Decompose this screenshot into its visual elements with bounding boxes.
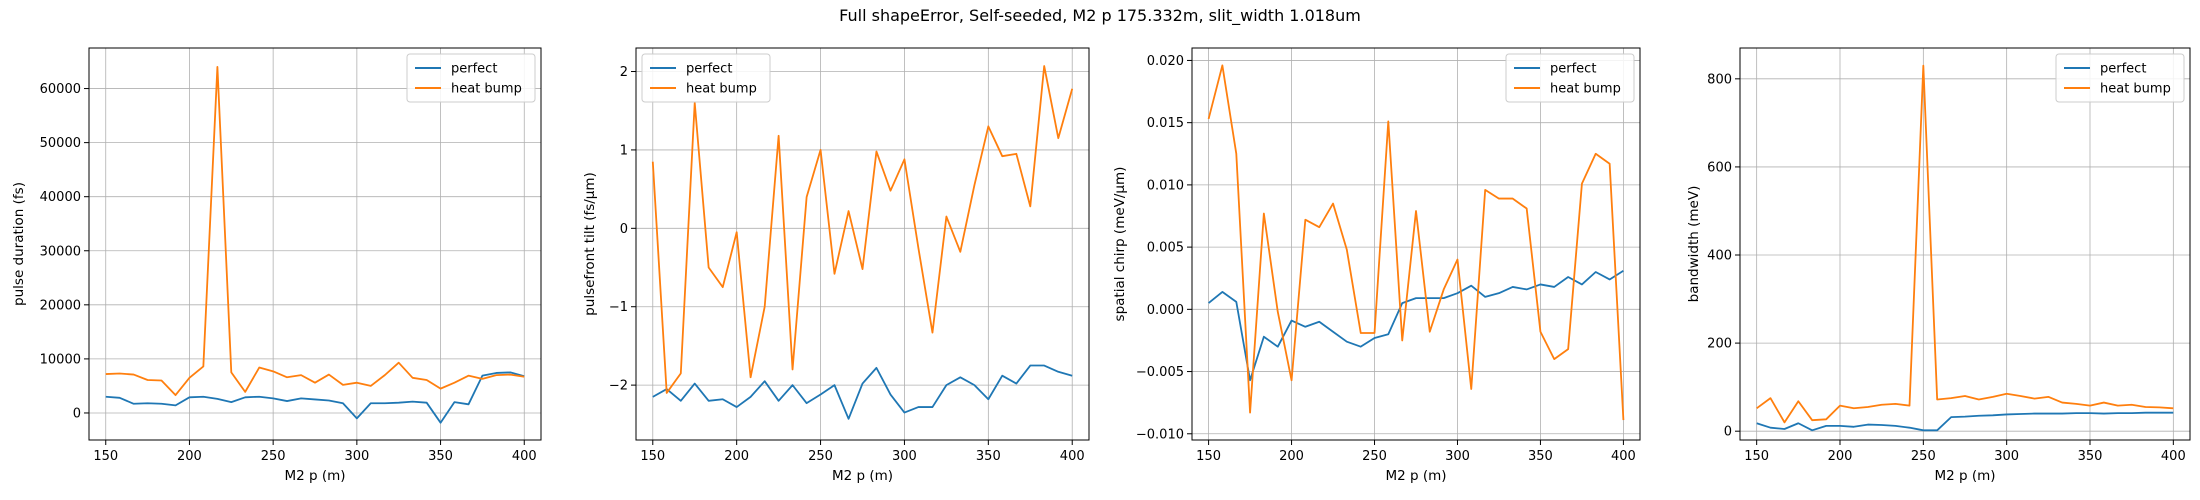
x-tick-label: 350: [2078, 449, 2103, 464]
chart-panel-1: 150 200 250 300 350 400 0 10000 20000 30000 40000 5…: [11, 47, 542, 484]
series-line-perfect: [1756, 411, 2174, 432]
x-tick-label: 250: [808, 449, 833, 464]
x-axis-label: M2 p (m): [1385, 468, 1446, 484]
x-tick-label: 250: [261, 449, 286, 464]
x-tick-label: 200: [177, 449, 202, 464]
y-tick-label: 0.020: [1147, 54, 1184, 69]
x-tick-label: 350: [1528, 449, 1553, 464]
chart-panel-3: 150 200 250 300 350 400 −0.010 −0.005 0.000 0.005…: [1112, 47, 1641, 484]
y-tick-label: 200: [1707, 337, 1732, 352]
legend-label: heat bump: [451, 82, 522, 97]
chart-panel-2: 150 200 250 300 350 400 −2 −1 0 1 2 M2 p (m) pulsefr…: [582, 47, 1090, 484]
x-tick-label: 400: [1060, 449, 1085, 464]
legend: perfect heat bump: [2055, 53, 2185, 103]
legend: perfect heat bump: [406, 53, 536, 103]
x-tick-label: 200: [1828, 449, 1853, 464]
y-tick-label: 0.015: [1147, 116, 1184, 131]
y-tick-label: 400: [1707, 249, 1732, 264]
x-tick-label: 400: [2161, 449, 2186, 464]
y-tick-label: 20000: [40, 298, 81, 313]
figure-title: Full shapeError, Self-seeded, M2 p 175.3…: [839, 6, 1361, 25]
x-tick-label: 250: [1362, 449, 1387, 464]
y-tick-label: 0.000: [1147, 303, 1184, 318]
y-tick-label: 0: [73, 406, 81, 421]
y-axis-label: pulse duration (fs): [11, 182, 27, 306]
y-tick-label: −0.005: [1136, 365, 1184, 380]
y-tick-label: 0: [1724, 425, 1732, 440]
legend-label: perfect: [1550, 62, 1596, 77]
legend-box: [1505, 53, 1635, 103]
x-tick-label: 150: [93, 449, 118, 464]
y-axis-label: pulsefront tilt (fs/μm): [582, 172, 598, 316]
series-line-heat-bump: [651, 65, 1074, 394]
x-axis-label: M2 p (m): [832, 468, 893, 484]
y-tick-label: 0.010: [1147, 178, 1184, 193]
y-tick-label: 0: [620, 222, 628, 237]
x-axis-label: M2 p (m): [1934, 468, 1995, 484]
series-line-heat-bump: [1756, 64, 2174, 424]
y-tick-label: 50000: [40, 136, 81, 151]
series-line-heat-bump: [105, 66, 525, 397]
legend-box: [641, 53, 771, 103]
series-line-perfect: [652, 364, 1073, 420]
plot-frame: [1191, 47, 1641, 441]
x-tick-label: 300: [892, 449, 917, 464]
x-tick-label: 300: [1994, 449, 2019, 464]
y-tick-label: 2: [620, 65, 628, 80]
y-axis-label: bandwidth (meV): [1686, 186, 1702, 303]
x-tick-label: 300: [1445, 449, 1470, 464]
legend-box: [406, 53, 536, 103]
legend-box: [2055, 53, 2185, 103]
legend-label: perfect: [686, 62, 732, 77]
y-axis-label: spatial chirp (meV/μm): [1112, 167, 1128, 322]
y-tick-label: 10000: [40, 352, 81, 367]
y-tick-label: 800: [1707, 72, 1732, 87]
plot-frame: [1739, 47, 2191, 441]
x-tick-label: 300: [344, 449, 369, 464]
legend-label: heat bump: [686, 82, 757, 97]
plot-frame: [635, 47, 1090, 441]
y-tick-label: −1: [609, 300, 628, 315]
x-tick-label: 400: [1611, 449, 1636, 464]
y-tick-label: 60000: [40, 82, 81, 97]
y-tick-label: −2: [609, 379, 628, 394]
x-tick-label: 150: [1196, 449, 1221, 464]
x-tick-label: 350: [976, 449, 1001, 464]
plot-frame: [88, 47, 542, 441]
y-tick-label: 30000: [40, 244, 81, 259]
y-tick-label: 40000: [40, 190, 81, 205]
y-tick-label: 600: [1707, 160, 1732, 175]
legend-label: heat bump: [2100, 82, 2171, 97]
x-tick-label: 150: [640, 449, 665, 464]
x-axis-label: M2 p (m): [284, 468, 345, 484]
series-line-perfect: [105, 371, 525, 424]
x-tick-label: 150: [1744, 449, 1769, 464]
x-tick-label: 350: [428, 449, 453, 464]
x-tick-label: 200: [1279, 449, 1304, 464]
y-tick-label: 0.005: [1147, 241, 1184, 256]
series-line-perfect: [1208, 269, 1624, 382]
x-tick-label: 400: [512, 449, 537, 464]
y-tick-label: −0.010: [1136, 427, 1184, 442]
legend: perfect heat bump: [1505, 53, 1635, 103]
y-tick-label: 1: [620, 143, 628, 158]
legend-label: perfect: [451, 62, 497, 77]
legend: perfect heat bump: [641, 53, 771, 103]
x-tick-label: 200: [724, 449, 749, 464]
chart-panel-4: 150 200 250 300 350 400 0 200 400 600 800 M2 p (m) b…: [1686, 47, 2191, 484]
x-tick-label: 250: [1911, 449, 1936, 464]
series-line-heat-bump: [1207, 64, 1625, 421]
legend-label: perfect: [2100, 62, 2146, 77]
legend-label: heat bump: [1550, 82, 1621, 97]
